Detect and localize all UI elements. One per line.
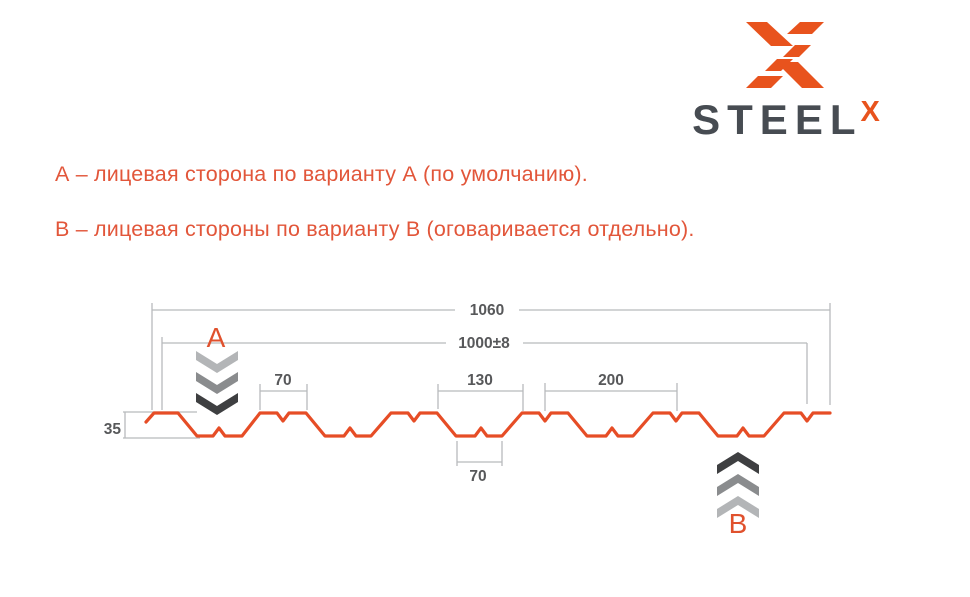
logo-arm-bottom-left xyxy=(746,76,783,88)
brand-logo: STEELX xyxy=(655,20,917,141)
marker-a-letter: A xyxy=(207,322,226,353)
dim-label-module-pitch: 200 xyxy=(598,372,624,389)
brand-name: STEEL xyxy=(692,96,863,143)
chevron-up-icon xyxy=(717,496,759,518)
chevron-up-icon xyxy=(717,474,759,496)
dim-label-rib-opening: 130 xyxy=(467,372,493,389)
marker-front-a: A xyxy=(196,322,238,415)
dim-label-crest-width: 70 xyxy=(274,372,291,389)
marker-b-letter: B xyxy=(729,508,748,539)
chevron-down-icon xyxy=(196,393,238,415)
chevron-down-icon xyxy=(196,372,238,394)
brand-wordmark: STEELX xyxy=(655,96,917,143)
dim-valley-width: 70 xyxy=(456,441,503,485)
dim-label-overall-width: 1060 xyxy=(470,302,504,319)
note-variant-a: А – лицевая сторона по варианту А (по ум… xyxy=(55,162,588,186)
steelx-x-icon xyxy=(746,22,824,88)
dim-label-cover-width: 1000±8 xyxy=(458,335,510,352)
dim-label-profile-height: 35 xyxy=(104,421,122,438)
brand-superscript-x: X xyxy=(860,96,880,128)
note-variant-b: В – лицевая стороны по варианту В (огова… xyxy=(55,217,695,241)
logo-arm-bottom-right xyxy=(776,62,824,88)
dim-label-valley-width: 70 xyxy=(469,468,486,485)
profile-drawing: 1060 1000±8 70 130 20 xyxy=(104,302,832,539)
logo-bolt-upper xyxy=(783,45,811,57)
logo-arm-top-right xyxy=(787,22,824,34)
dim-cover-width: 1000±8 xyxy=(161,335,808,410)
marker-front-b: B xyxy=(717,452,759,539)
dim-crest-width: 70 xyxy=(259,372,308,410)
sheet-profile-outline xyxy=(144,411,832,438)
dim-overall-width: 1060 xyxy=(151,302,831,410)
chevron-down-icon xyxy=(196,351,238,373)
logo-arm-top-left xyxy=(746,22,793,46)
dim-rib-opening: 130 xyxy=(437,372,524,411)
dim-module-pitch: 200 xyxy=(544,372,678,411)
chevron-up-icon xyxy=(717,452,759,474)
